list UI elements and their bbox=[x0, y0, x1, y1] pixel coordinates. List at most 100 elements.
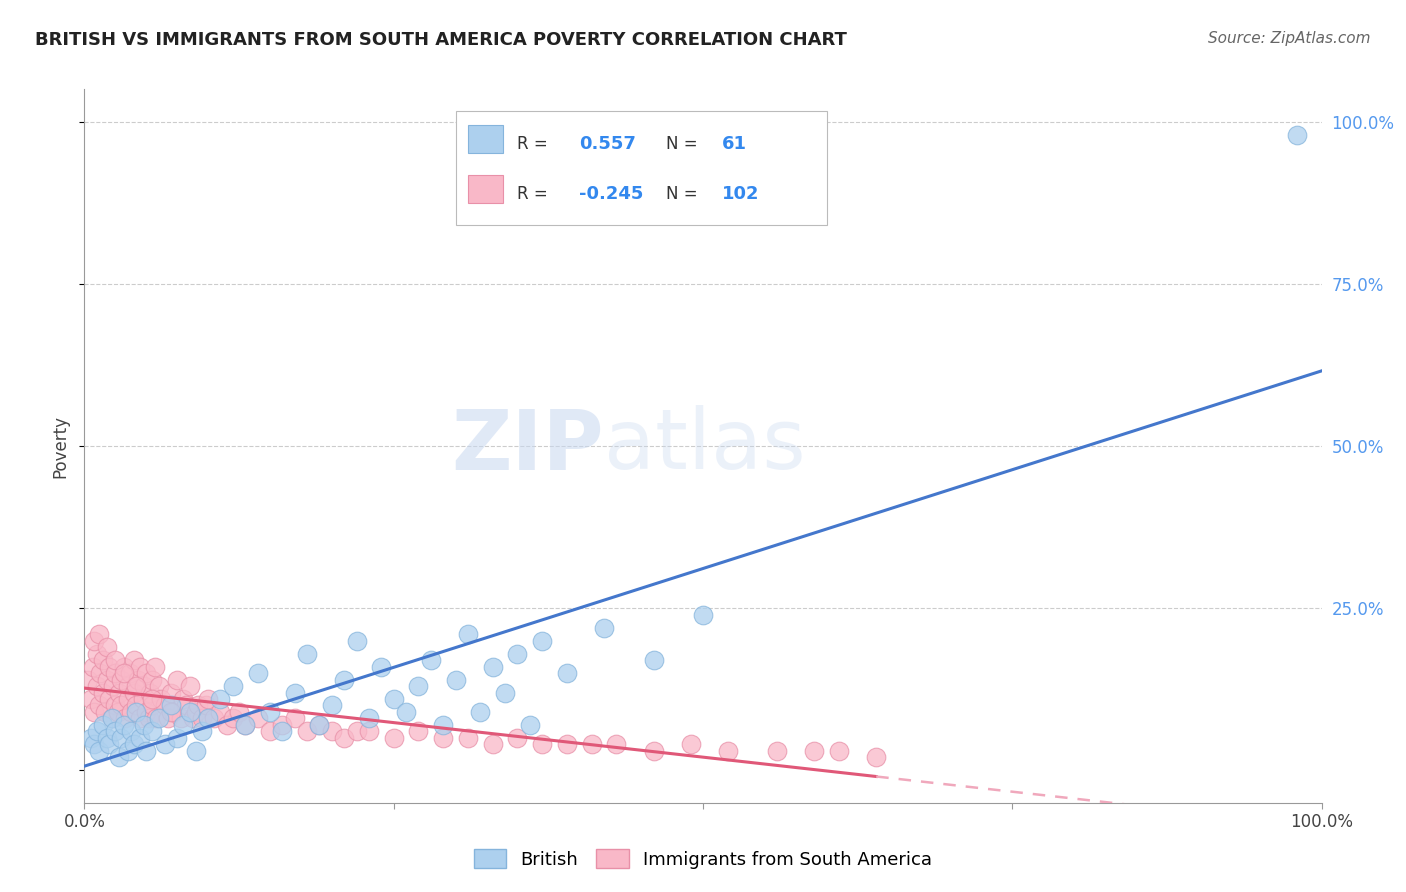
Point bbox=[222, 711, 245, 725]
Point bbox=[408, 679, 430, 693]
Point bbox=[94, 705, 117, 719]
Point bbox=[107, 705, 129, 719]
Point bbox=[86, 647, 108, 661]
Legend: British, Immigrants from South America: British, Immigrants from South America bbox=[467, 842, 939, 876]
Point bbox=[470, 705, 492, 719]
Point bbox=[271, 718, 294, 732]
Point bbox=[581, 738, 603, 752]
Point bbox=[284, 711, 307, 725]
Point bbox=[129, 731, 152, 745]
Point bbox=[82, 659, 104, 673]
Point bbox=[865, 750, 887, 764]
Point bbox=[457, 731, 479, 745]
Point bbox=[89, 627, 111, 641]
Point bbox=[98, 738, 121, 752]
Point bbox=[132, 679, 155, 693]
Point bbox=[259, 705, 281, 719]
Point bbox=[101, 679, 124, 693]
Point bbox=[828, 744, 851, 758]
Point bbox=[172, 692, 194, 706]
Point bbox=[271, 724, 294, 739]
Point bbox=[83, 738, 105, 752]
Point bbox=[506, 647, 529, 661]
Point bbox=[131, 692, 153, 706]
Point bbox=[104, 666, 127, 681]
Point bbox=[91, 653, 114, 667]
Text: ZIP: ZIP bbox=[451, 406, 605, 486]
Point bbox=[233, 718, 256, 732]
Point bbox=[129, 659, 152, 673]
Point bbox=[555, 738, 578, 752]
Point bbox=[112, 718, 135, 732]
Point bbox=[191, 724, 214, 739]
Point bbox=[108, 685, 131, 699]
Point bbox=[89, 698, 111, 713]
Point bbox=[605, 738, 627, 752]
Point bbox=[122, 738, 145, 752]
Point bbox=[172, 718, 194, 732]
Point bbox=[444, 673, 467, 687]
Point bbox=[114, 711, 136, 725]
Point bbox=[191, 711, 214, 725]
Point bbox=[519, 718, 541, 732]
Point bbox=[79, 692, 101, 706]
Point bbox=[308, 718, 330, 732]
Point bbox=[321, 724, 343, 739]
Point bbox=[692, 607, 714, 622]
Point bbox=[295, 724, 318, 739]
Point bbox=[112, 666, 135, 681]
Bar bbox=[468, 176, 502, 203]
Point bbox=[122, 685, 145, 699]
Point bbox=[100, 711, 122, 725]
Point bbox=[153, 698, 176, 713]
Point bbox=[160, 705, 183, 719]
Point bbox=[135, 666, 157, 681]
Point bbox=[112, 659, 135, 673]
Point bbox=[125, 705, 148, 719]
Point bbox=[141, 673, 163, 687]
Point bbox=[246, 666, 269, 681]
Point bbox=[295, 647, 318, 661]
Point bbox=[481, 738, 503, 752]
Point bbox=[209, 705, 232, 719]
Point bbox=[120, 724, 142, 739]
Point bbox=[162, 705, 184, 719]
Point bbox=[110, 698, 132, 713]
Point bbox=[179, 679, 201, 693]
Point bbox=[259, 724, 281, 739]
Point bbox=[110, 731, 132, 745]
Point bbox=[117, 679, 139, 693]
Point bbox=[481, 659, 503, 673]
Point bbox=[202, 711, 225, 725]
Point bbox=[166, 673, 188, 687]
Text: 102: 102 bbox=[721, 186, 759, 203]
Text: -0.245: -0.245 bbox=[579, 186, 644, 203]
Point bbox=[766, 744, 789, 758]
Point bbox=[184, 705, 207, 719]
Point bbox=[141, 724, 163, 739]
Point bbox=[117, 744, 139, 758]
Point bbox=[110, 673, 132, 687]
Point bbox=[346, 724, 368, 739]
Point bbox=[321, 698, 343, 713]
Point bbox=[104, 653, 127, 667]
Point bbox=[148, 711, 170, 725]
Point bbox=[181, 711, 204, 725]
Point bbox=[135, 705, 157, 719]
Text: Source: ZipAtlas.com: Source: ZipAtlas.com bbox=[1208, 31, 1371, 46]
Y-axis label: Poverty: Poverty bbox=[51, 415, 69, 477]
Point bbox=[187, 698, 209, 713]
Point bbox=[138, 711, 160, 725]
Point bbox=[157, 711, 180, 725]
Point bbox=[215, 718, 238, 732]
Point bbox=[141, 698, 163, 713]
Point bbox=[284, 685, 307, 699]
Point bbox=[197, 692, 219, 706]
Point bbox=[494, 685, 516, 699]
Point bbox=[100, 711, 122, 725]
Point bbox=[457, 627, 479, 641]
Point bbox=[432, 718, 454, 732]
Point bbox=[79, 731, 101, 745]
Point bbox=[346, 633, 368, 648]
Point bbox=[233, 718, 256, 732]
